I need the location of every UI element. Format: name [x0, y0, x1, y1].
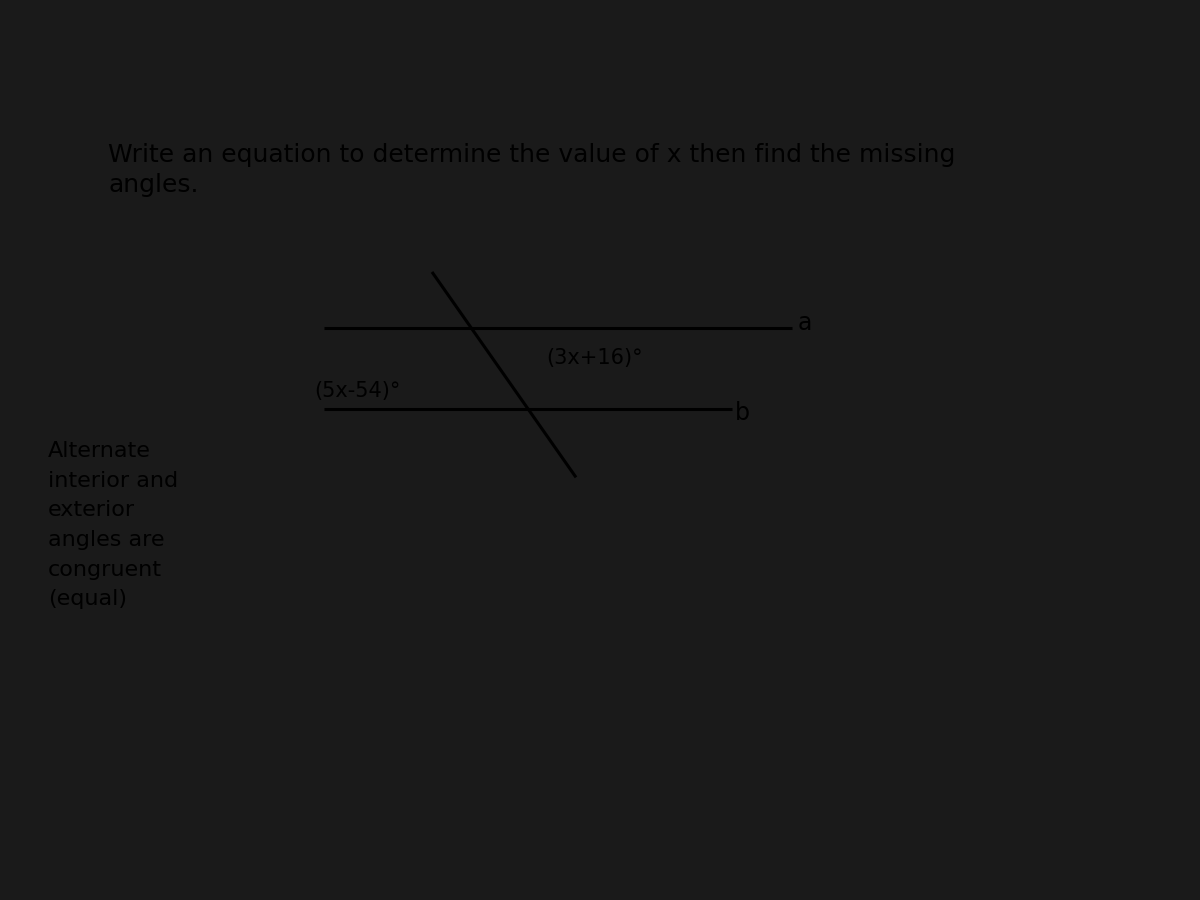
Text: (3x+16)°: (3x+16)°	[546, 348, 643, 368]
Text: (5x-54)°: (5x-54)°	[314, 381, 401, 400]
Text: b: b	[734, 400, 749, 425]
Text: a: a	[798, 310, 812, 335]
Text: Write an equation to determine the value of x then find the missing
angles.: Write an equation to determine the value…	[108, 143, 955, 197]
Text: Alternate
interior and
exterior
angles are
congruent
(equal): Alternate interior and exterior angles a…	[48, 441, 178, 609]
